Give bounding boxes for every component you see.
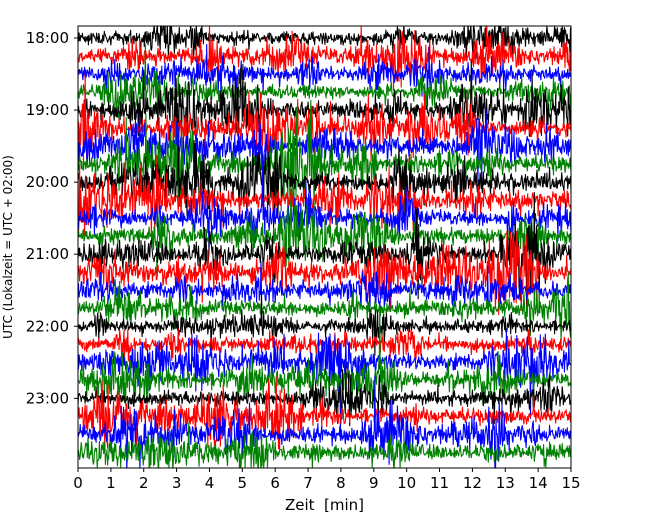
trace-1945 (78, 99, 571, 227)
x-tick-label: 1 (106, 474, 116, 492)
y-tick-label: 19:00 (26, 101, 69, 119)
x-tick-label: 3 (172, 474, 182, 492)
y-tick-label: 21:00 (26, 245, 69, 263)
x-tick-label: 0 (73, 474, 83, 492)
trace-1815 (78, 26, 571, 91)
y-tick-label: 23:00 (26, 389, 69, 407)
x-tick-label: 11 (430, 474, 449, 492)
trace-1800 (78, 26, 571, 65)
trace-1830 (78, 43, 571, 107)
x-tick-label: 8 (336, 474, 346, 492)
x-tick-label: 6 (270, 474, 280, 492)
x-tick-label: 2 (139, 474, 149, 492)
trace-1900 (78, 60, 571, 152)
trace-2230 (78, 329, 571, 441)
x-tick-label: 12 (463, 474, 482, 492)
x-tick-label: 10 (397, 474, 416, 492)
trace-2115 (78, 230, 571, 316)
trace-2345 (78, 422, 571, 468)
x-tick-label: 13 (496, 474, 515, 492)
trace-2015 (78, 155, 571, 239)
x-tick-label: 5 (238, 474, 248, 492)
x-tick-label: 4 (205, 474, 215, 492)
y-axis-ticks: 18:00 19:00 20:00 21:00 22:00 23:00 (26, 29, 78, 407)
trace-2145 (78, 272, 571, 345)
x-axis-ticks: 0 1 2 3 4 5 6 7 8 9 10 11 12 13 14 15 (73, 468, 581, 492)
y-tick-label: 20:00 (26, 173, 69, 191)
trace-2030 (78, 154, 571, 251)
plot-frame (77, 25, 572, 469)
x-axis-label: Zeit [min] (285, 496, 364, 514)
x-tick-label: 15 (561, 474, 580, 492)
seismogram-traces (78, 26, 571, 468)
y-axis-label: UTC (Lokalzeit = UTC + 02:00) (1, 155, 15, 339)
trace-1845 (78, 43, 571, 119)
trace-2245 (78, 306, 571, 409)
x-tick-label: 9 (369, 474, 379, 492)
y-tick-label: 22:00 (26, 317, 69, 335)
x-tick-label: 7 (303, 474, 313, 492)
y-tick-label: 18:00 (26, 29, 69, 47)
trace-2200 (78, 291, 571, 356)
x-tick-label: 14 (529, 474, 548, 492)
